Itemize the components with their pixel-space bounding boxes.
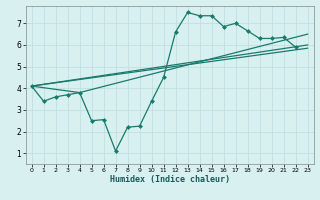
- X-axis label: Humidex (Indice chaleur): Humidex (Indice chaleur): [109, 175, 230, 184]
